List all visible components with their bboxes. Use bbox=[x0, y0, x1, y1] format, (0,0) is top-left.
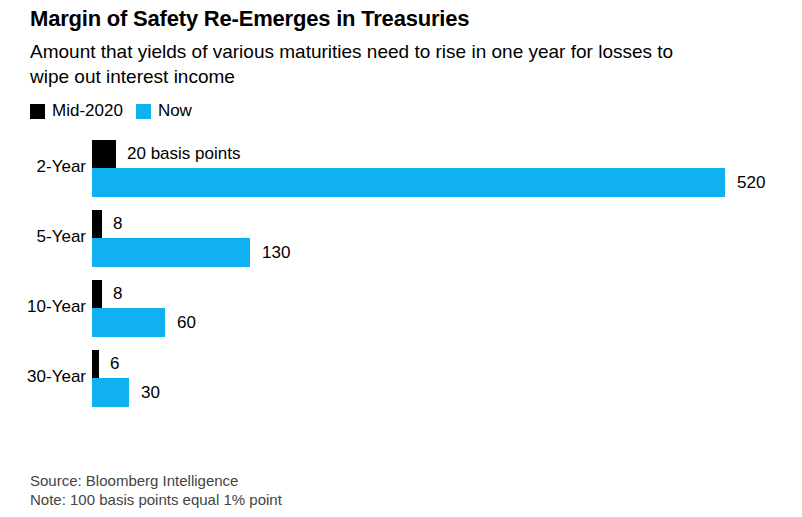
legend-swatch-mid-2020 bbox=[30, 104, 45, 119]
legend-swatch-now bbox=[136, 104, 151, 119]
now-bar bbox=[92, 378, 129, 407]
category-label: 10-Year bbox=[0, 295, 86, 319]
legend-item: Mid-2020 bbox=[30, 101, 123, 121]
chart-subtitle: Amount that yields of various maturities… bbox=[30, 39, 673, 89]
mid2020-value-label: 20 basis points bbox=[127, 140, 240, 168]
bar-chart: 2-Year 20 basis points 520 5-Year 8 130 10-Yea… bbox=[0, 140, 802, 420]
chart-subtitle-line1: Amount that yields of various maturities… bbox=[30, 41, 673, 62]
legend-label: Mid-2020 bbox=[52, 101, 123, 121]
page-title: Margin of Safety Re-Emerges in Treasurie… bbox=[30, 6, 469, 32]
now-value-label: 520 bbox=[737, 168, 765, 197]
mid2020-value-label: 6 bbox=[110, 350, 119, 378]
mid2020-value-label: 8 bbox=[113, 280, 122, 308]
now-bar bbox=[92, 168, 725, 197]
source-text: Source: Bloomberg Intelligence bbox=[30, 471, 282, 490]
chart-row: 2-Year 20 basis points 520 bbox=[0, 140, 802, 197]
category-label: 5-Year bbox=[0, 225, 86, 249]
mid2020-value-label: 8 bbox=[113, 210, 122, 238]
mid2020-bar bbox=[92, 210, 102, 238]
note-text: Note: 100 basis points equal 1% point bbox=[30, 490, 282, 509]
chart-footer: Source: Bloomberg Intelligence Note: 100… bbox=[30, 471, 282, 509]
mid2020-bar bbox=[92, 280, 102, 308]
now-value-label: 60 bbox=[177, 308, 196, 337]
now-value-label: 30 bbox=[141, 378, 160, 407]
chart-row: 10-Year 8 60 bbox=[0, 280, 802, 337]
now-bar bbox=[92, 308, 165, 337]
category-label: 2-Year bbox=[0, 155, 86, 179]
legend-label: Now bbox=[158, 101, 192, 121]
chart-subtitle-line2: wipe out interest income bbox=[30, 66, 235, 87]
now-value-label: 130 bbox=[262, 238, 290, 267]
now-bar bbox=[92, 238, 250, 267]
chart-row: 30-Year 6 30 bbox=[0, 350, 802, 407]
chart-row: 5-Year 8 130 bbox=[0, 210, 802, 267]
legend: Mid-2020 Now bbox=[30, 102, 192, 120]
mid2020-bar bbox=[92, 350, 99, 378]
mid2020-bar bbox=[92, 140, 116, 168]
category-label: 30-Year bbox=[0, 365, 86, 389]
legend-item: Now bbox=[136, 101, 192, 121]
